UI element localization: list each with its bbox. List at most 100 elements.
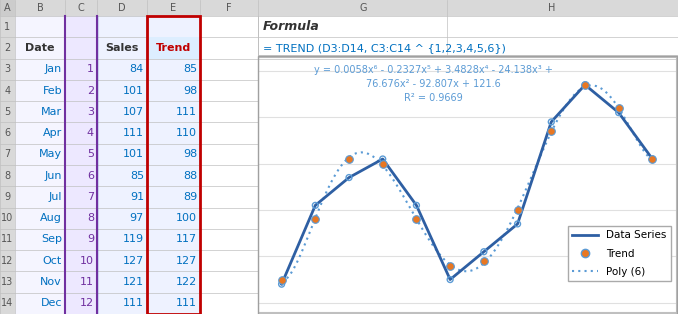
Text: 84: 84 xyxy=(129,64,144,74)
Text: G: G xyxy=(359,3,367,13)
Bar xyxy=(65,16,97,314)
Text: Nov: Nov xyxy=(40,277,62,287)
Text: 9: 9 xyxy=(5,192,11,202)
Text: 6: 6 xyxy=(5,128,11,138)
Point xyxy=(310,217,321,222)
Text: 6: 6 xyxy=(87,171,94,181)
Text: 1: 1 xyxy=(5,22,11,32)
Bar xyxy=(147,16,200,314)
Text: 7: 7 xyxy=(4,149,11,160)
Bar xyxy=(147,16,200,314)
Text: 8: 8 xyxy=(87,213,94,223)
Text: 88: 88 xyxy=(183,171,197,181)
Bar xyxy=(147,37,200,59)
Bar xyxy=(258,0,678,55)
Bar xyxy=(0,0,258,16)
Point xyxy=(546,119,557,124)
Text: 2: 2 xyxy=(87,85,94,95)
Text: 10: 10 xyxy=(80,256,94,266)
Point xyxy=(614,110,624,115)
Point xyxy=(580,82,591,87)
Text: 121: 121 xyxy=(123,277,144,287)
Text: Formula: Formula xyxy=(263,20,320,33)
Text: 98: 98 xyxy=(183,149,197,160)
Text: D: D xyxy=(118,3,126,13)
Bar xyxy=(0,16,15,314)
Point xyxy=(546,129,557,134)
Text: 85: 85 xyxy=(183,64,197,74)
Point xyxy=(276,277,287,282)
Text: 97: 97 xyxy=(129,213,144,223)
Text: 7: 7 xyxy=(87,192,94,202)
Point xyxy=(377,161,388,166)
Text: Jun: Jun xyxy=(45,171,62,181)
Text: Jan: Jan xyxy=(45,64,62,74)
Text: 3: 3 xyxy=(87,107,94,117)
Point xyxy=(411,203,422,208)
Text: 13: 13 xyxy=(1,277,14,287)
Text: 1: 1 xyxy=(87,64,94,74)
Text: 11: 11 xyxy=(80,277,94,287)
Point xyxy=(479,249,490,254)
Point xyxy=(310,203,321,208)
Legend: Data Series, Trend, Poly (6): Data Series, Trend, Poly (6) xyxy=(567,226,671,281)
Point xyxy=(445,277,456,282)
Text: A: A xyxy=(4,3,11,13)
Text: 4: 4 xyxy=(87,128,94,138)
Text: 111: 111 xyxy=(176,107,197,117)
Text: 89: 89 xyxy=(183,192,197,202)
Text: Sales: Sales xyxy=(105,43,139,53)
Text: H: H xyxy=(549,3,556,13)
Text: 14: 14 xyxy=(1,298,14,308)
Point xyxy=(512,221,523,226)
Text: 122: 122 xyxy=(176,277,197,287)
Text: 5: 5 xyxy=(4,107,11,117)
Point xyxy=(512,208,523,213)
Text: 101: 101 xyxy=(123,149,144,160)
Text: 91: 91 xyxy=(130,192,144,202)
Text: Aug: Aug xyxy=(40,213,62,223)
Text: Sep: Sep xyxy=(41,235,62,245)
Text: Trend: Trend xyxy=(156,43,191,53)
Text: 127: 127 xyxy=(176,256,197,266)
Point xyxy=(614,106,624,111)
Text: 101: 101 xyxy=(123,85,144,95)
Text: 111: 111 xyxy=(123,298,144,308)
Text: 12: 12 xyxy=(80,298,94,308)
Bar xyxy=(258,56,677,314)
Text: Feb: Feb xyxy=(42,85,62,95)
Point xyxy=(479,258,490,263)
Text: Dec: Dec xyxy=(41,298,62,308)
Point xyxy=(647,156,658,161)
Point xyxy=(580,82,591,87)
Text: 85: 85 xyxy=(130,171,144,181)
Text: 2: 2 xyxy=(4,43,11,53)
Point xyxy=(276,282,287,287)
Text: y = 0.0058x⁶ - 0.2327x⁵ + 3.4828x⁴ - 24.138x³ +
76.676x² - 92.807x + 121.6
R² = : y = 0.0058x⁶ - 0.2327x⁵ + 3.4828x⁴ - 24.… xyxy=(314,65,553,103)
Text: May: May xyxy=(39,149,62,160)
Bar xyxy=(258,0,678,16)
Text: 9: 9 xyxy=(87,235,94,245)
Point xyxy=(377,156,388,161)
Text: E: E xyxy=(170,3,176,13)
Text: 119: 119 xyxy=(123,235,144,245)
Text: 127: 127 xyxy=(123,256,144,266)
Text: Jul: Jul xyxy=(49,192,62,202)
Text: Mar: Mar xyxy=(41,107,62,117)
Text: Date: Date xyxy=(25,43,55,53)
Text: 12: 12 xyxy=(1,256,14,266)
Text: 10: 10 xyxy=(1,213,14,223)
Text: 8: 8 xyxy=(5,171,11,181)
Text: 100: 100 xyxy=(176,213,197,223)
Bar xyxy=(97,16,147,314)
Point xyxy=(344,175,355,180)
Text: 117: 117 xyxy=(176,235,197,245)
Text: 5: 5 xyxy=(87,149,94,160)
Text: 4: 4 xyxy=(5,85,11,95)
Text: 3: 3 xyxy=(5,64,11,74)
Text: 107: 107 xyxy=(123,107,144,117)
Text: 110: 110 xyxy=(176,128,197,138)
Text: C: C xyxy=(77,3,84,13)
Point xyxy=(647,156,658,161)
Text: = TREND (D3:D14, C3:C14 ^ {1,2,3,4,5,6}): = TREND (D3:D14, C3:C14 ^ {1,2,3,4,5,6}) xyxy=(263,43,506,53)
